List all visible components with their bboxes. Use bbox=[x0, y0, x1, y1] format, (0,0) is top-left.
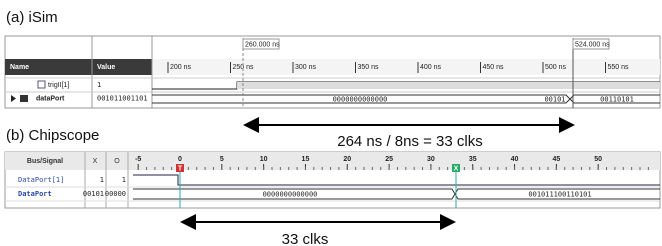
isim-time-ruler bbox=[152, 59, 660, 75]
o-value: 1 bbox=[122, 176, 126, 184]
bus-value: 00110101 bbox=[600, 96, 634, 104]
header-o: O bbox=[114, 158, 120, 165]
tick-label: -5 bbox=[135, 156, 141, 163]
tick-label: 10 bbox=[260, 156, 268, 163]
tick-label: 5 bbox=[220, 156, 224, 163]
tick-label: 15 bbox=[302, 156, 310, 163]
time-tick-label: 450 ns bbox=[483, 64, 505, 71]
cursor-label: X bbox=[454, 165, 459, 172]
time-tick-label: 350 ns bbox=[358, 64, 380, 71]
header-bus: Bus/Signal bbox=[27, 158, 63, 165]
time-tick-label: 500 ns bbox=[545, 64, 567, 71]
header-value: Value bbox=[97, 64, 115, 71]
o-value: 00000 bbox=[105, 190, 126, 198]
chipscope-annotation: 33 clks bbox=[282, 231, 329, 246]
tick-label: 30 bbox=[427, 156, 435, 163]
chipscope-header bbox=[5, 152, 660, 170]
signal-name: dataPort bbox=[36, 95, 65, 102]
tick-label: 0 bbox=[178, 156, 182, 163]
signal-value: 001011001101 bbox=[97, 95, 148, 103]
bus-value: 001011100110101 bbox=[528, 191, 591, 199]
tick-label: 35 bbox=[469, 156, 477, 163]
tick-label: 45 bbox=[552, 156, 560, 163]
x-value: 00101 bbox=[83, 190, 104, 198]
tick-label: 40 bbox=[511, 156, 519, 163]
trig-high bbox=[237, 82, 660, 89]
signal-value: 1 bbox=[97, 81, 101, 89]
bus-icon bbox=[20, 95, 28, 102]
header-x: X bbox=[93, 158, 98, 165]
chipscope-title: (b) Chipscope bbox=[6, 127, 99, 144]
x-value: 1 bbox=[100, 176, 104, 184]
tick-label: 50 bbox=[594, 156, 602, 163]
time-tick-label: 550 ns bbox=[608, 64, 630, 71]
tick-label: 20 bbox=[343, 156, 351, 163]
marker-label: 524.000 ns bbox=[575, 41, 610, 48]
time-tick-label: 400 ns bbox=[420, 64, 442, 71]
time-tick-label: 200 ns bbox=[170, 64, 192, 71]
bus-value: 00101 bbox=[544, 96, 565, 104]
isim-title: (a) iSim bbox=[6, 9, 58, 26]
header-name: Name bbox=[10, 64, 29, 71]
cursor-label: T bbox=[178, 165, 183, 172]
page: (a) iSim Name Value 264 ns / 8ns = 33 cl… bbox=[0, 0, 662, 246]
signal-name: DataPort[1] bbox=[18, 176, 64, 184]
tick-label: 25 bbox=[385, 156, 393, 163]
bus-value: 0000000000000 bbox=[263, 191, 318, 199]
signal-name: trigII[1] bbox=[48, 82, 69, 89]
marker-label: 260.000 ns bbox=[245, 41, 280, 48]
signal-name: DataPort bbox=[18, 190, 52, 198]
screenshot: (a) iSim Name Value 264 ns / 8ns = 33 cl… bbox=[0, 0, 662, 246]
time-tick-label: 300 ns bbox=[295, 64, 317, 71]
bus-value: 0000000000000 bbox=[333, 96, 388, 104]
isim-annotation: 264 ns / 8ns = 33 clks bbox=[337, 133, 483, 150]
